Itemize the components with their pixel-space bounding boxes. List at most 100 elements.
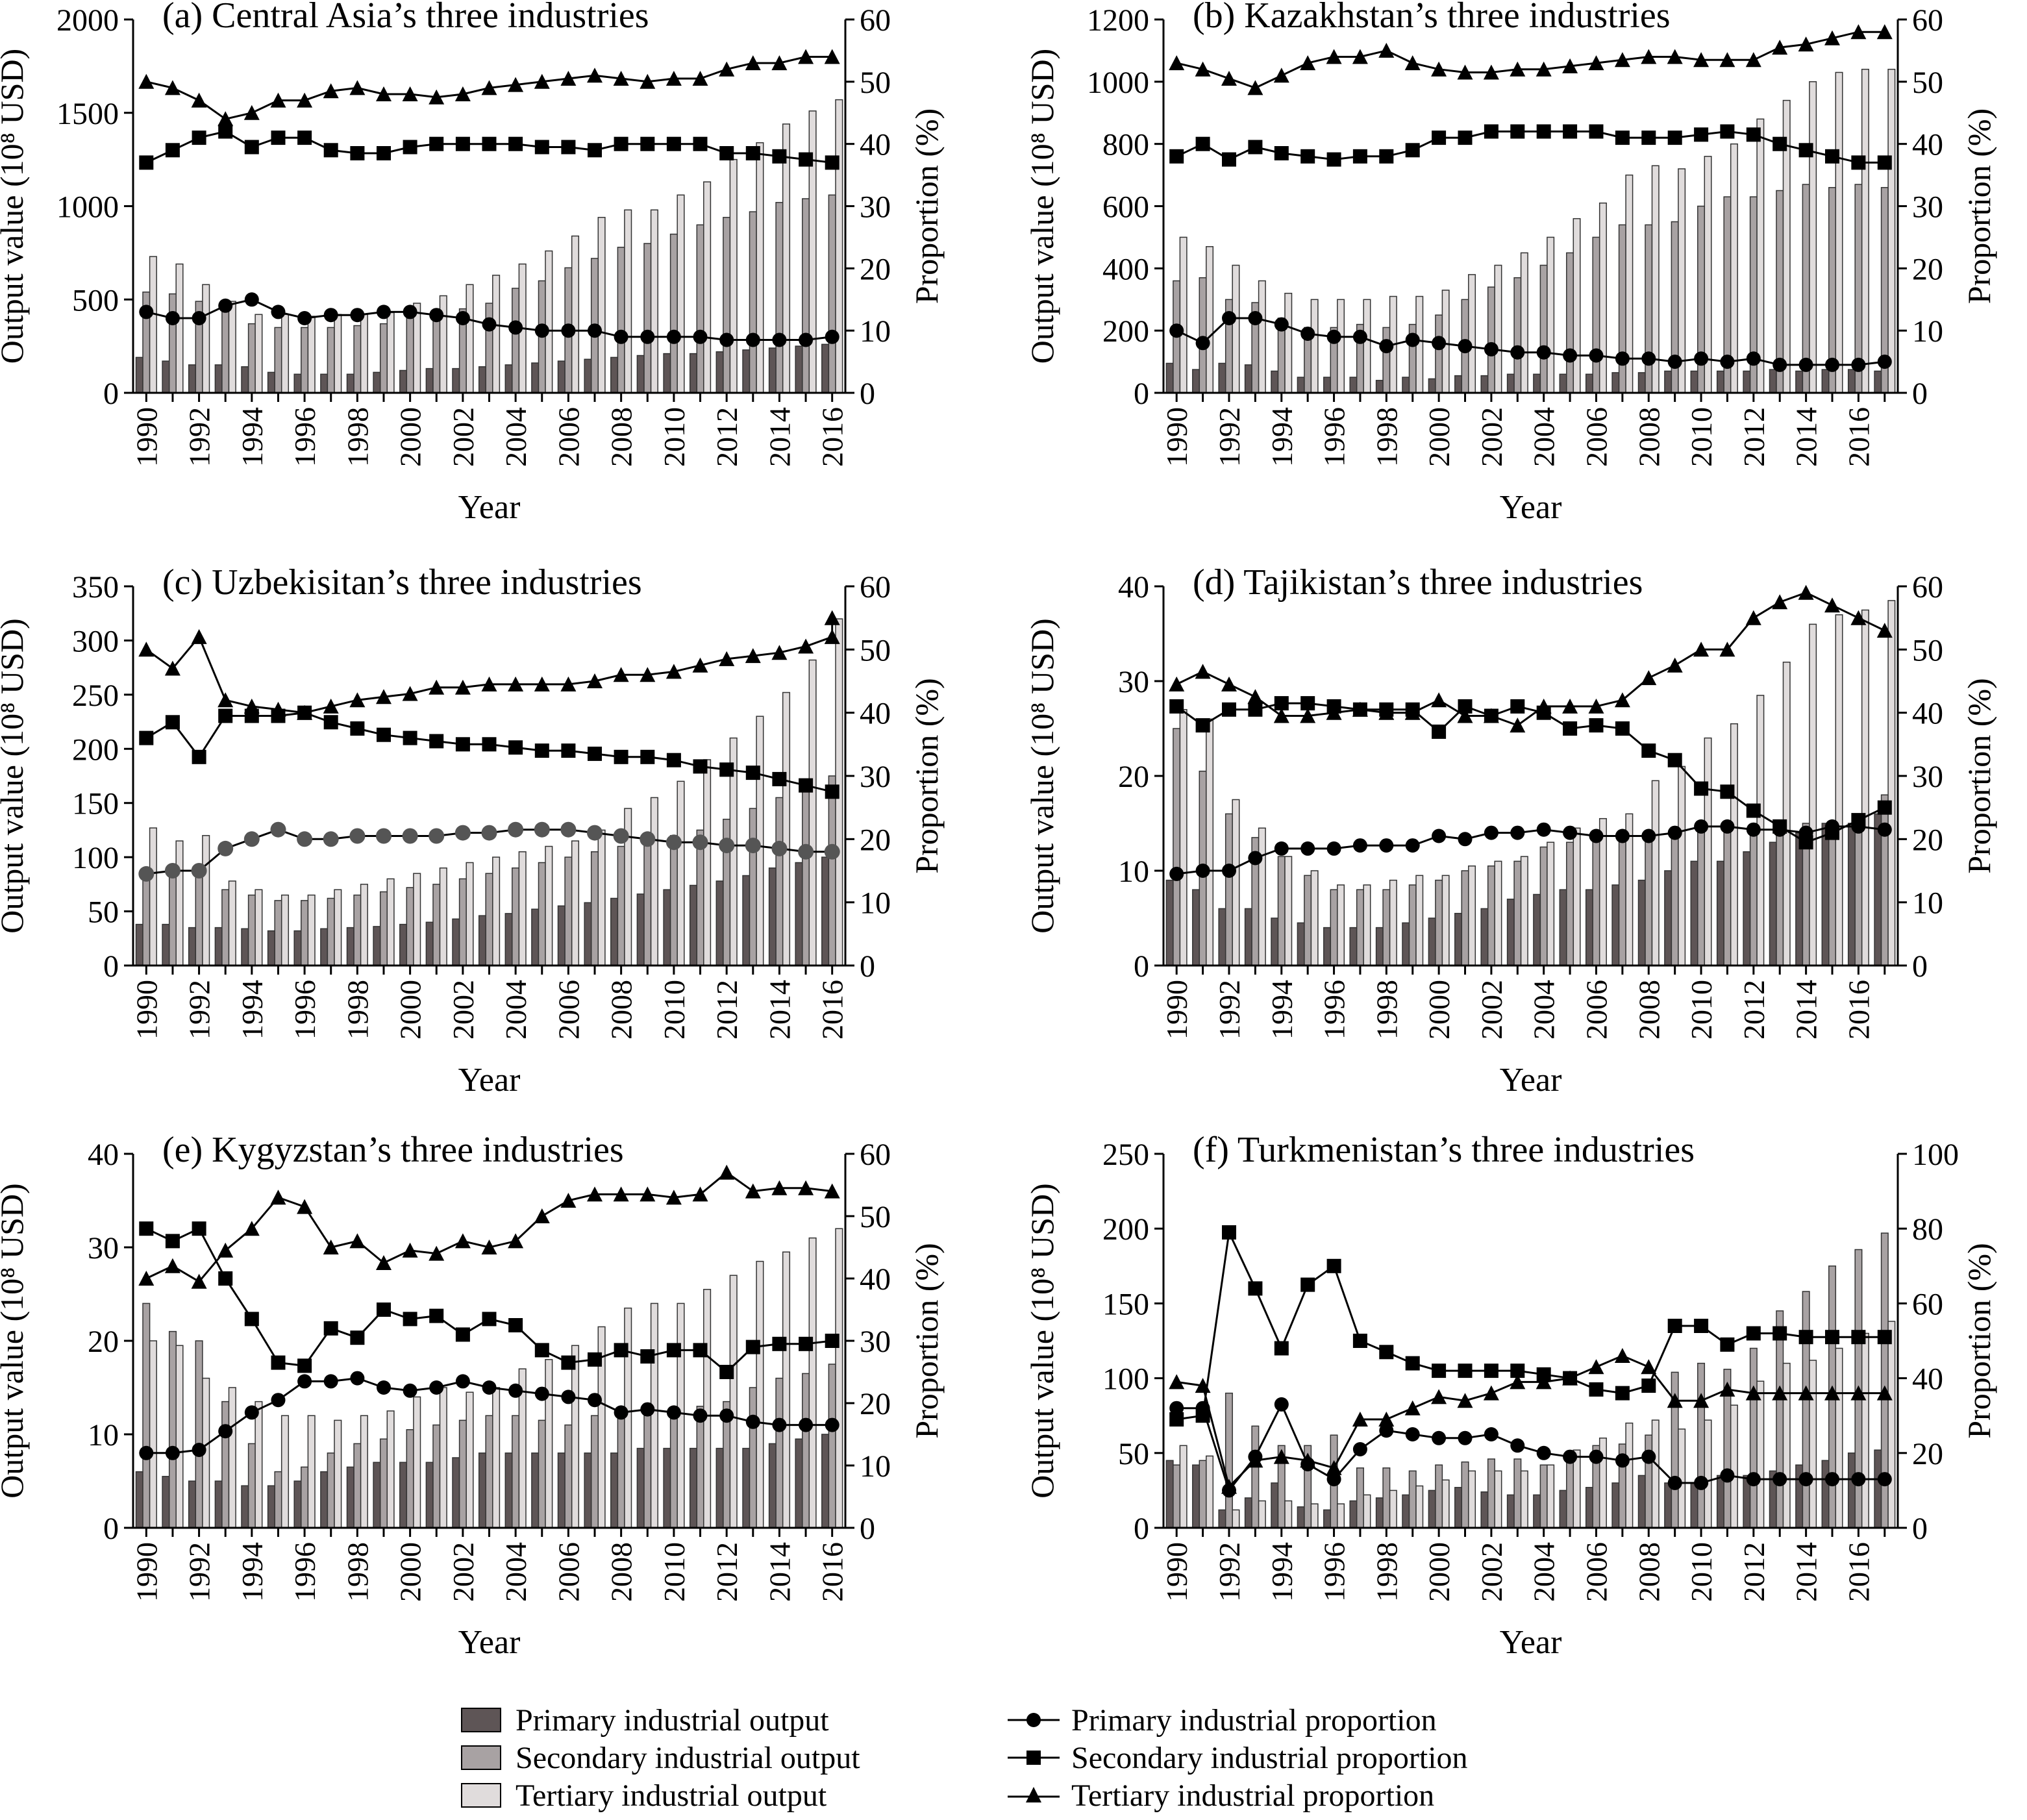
marker-primary-1995 [1300,327,1315,341]
bar-tertiary-2004 [1547,1464,1555,1528]
marker-tertiary-1994 [1273,708,1289,723]
marker-primary-1997 [323,308,338,323]
chart-panel-2: 0 200 400 600 800 1000 1200 0 10 20 30 40 50 60 1990 19… [1024,0,1997,526]
marker-secondary-2006 [1589,1382,1604,1397]
marker-primary-2006 [1589,1449,1604,1464]
marker-secondary-2017 [1877,1330,1892,1345]
x-tick-label: 1990 [1160,407,1193,467]
bar-primary-2002 [452,918,460,966]
marker-tertiary-2017 [1876,1385,1893,1401]
marker-tertiary-2008 [613,1186,629,1202]
legend-triangle-marker-icon [1008,1787,1060,1802]
bar-primary-1999 [373,1462,381,1528]
marker-tertiary-1994 [243,1221,260,1236]
marker-tertiary-2008 [613,667,629,682]
marker-tertiary-1997 [323,83,339,99]
marker-tertiary-2013 [745,648,761,664]
bar-tertiary-2006 [571,1345,580,1528]
marker-tertiary-2000 [402,1242,418,1258]
bar-primary-2010 [1690,370,1698,393]
y-tick-label: 1000 [56,190,119,225]
y-axis-label: Output value (10⁸ USD) [0,49,30,364]
marker-primary-2009 [1667,1475,1682,1490]
bar-secondary-2012 [1749,1347,1758,1528]
marker-secondary-2011 [1720,1337,1735,1352]
bar-primary-2003 [478,1452,487,1528]
bar-secondary-2001 [432,884,441,966]
x-tick-label: 2004 [1528,980,1561,1040]
bar-primary-2012 [715,351,724,393]
marker-secondary-2012 [719,1365,734,1379]
marker-primary-2003 [482,1380,497,1395]
bar-tertiary-2010 [1704,1419,1712,1528]
marker-secondary-2011 [693,759,708,774]
marker-tertiary-1992 [191,1273,207,1289]
marker-primary-2016 [825,1417,839,1432]
marker-tertiary-2015 [798,638,814,654]
x-tick-label: 2000 [394,980,427,1040]
marker-secondary-2006 [1589,718,1604,733]
marker-tertiary-2005 [534,1208,550,1223]
marker-tertiary-end [824,610,840,625]
x-tick-label: 1996 [1318,980,1351,1040]
x-tick-label: 2004 [499,407,532,467]
y-tick-label: 30 [88,1231,119,1265]
y2-tick-label: 0 [1912,1512,1928,1546]
bar-tertiary-2013 [1782,1362,1791,1528]
y-tick-label: 0 [1134,949,1149,984]
marker-primary-2003 [481,825,497,841]
bar-tertiary-1991 [175,1345,184,1528]
bar-secondary-2005 [1566,252,1574,393]
bar-tertiary-1991 [1206,1455,1214,1528]
marker-secondary-2014 [1798,1330,1813,1345]
marker-primary-2002 [455,311,470,325]
bar-secondary-2000 [406,1429,414,1528]
y2-tick-label: 30 [1912,760,1943,794]
marker-tertiary-2012 [1745,1385,1761,1401]
bar-tertiary-2005 [545,1359,553,1528]
x-tick-label: 2012 [710,407,743,467]
marker-secondary-1999 [377,727,391,742]
bar-primary-2013 [742,349,751,393]
marker-secondary-2011 [1720,784,1735,799]
marker-tertiary-1990 [138,1271,155,1286]
marker-primary-2011 [1720,355,1735,369]
marker-tertiary-2014 [771,645,788,660]
bar-tertiary-2014 [1809,1360,1817,1528]
marker-tertiary-2011 [1719,52,1735,68]
marker-tertiary-1993 [1247,1452,1263,1468]
marker-secondary-2004 [508,740,523,755]
marker-secondary-2004 [1536,124,1551,139]
bar-primary-1997 [1349,927,1358,966]
marker-tertiary-1997 [1352,701,1368,717]
bar-secondary-2001 [1461,1461,1469,1528]
marker-secondary-2016 [1851,155,1866,170]
legend-item-primary-proportion: Primary industrial proportion [1006,1701,1468,1739]
marker-primary-1991 [165,311,180,325]
marker-tertiary-1997 [1352,49,1368,64]
marker-tertiary-1998 [1378,42,1395,58]
bar-primary-1999 [1402,1494,1410,1528]
marker-tertiary-1994 [243,105,260,120]
bar-primary-2005 [1559,889,1567,966]
marker-secondary-2004 [508,1318,523,1332]
bar-primary-2014 [1795,370,1804,393]
bar-tertiary-1995 [1310,870,1319,966]
y2-tick-label: 40 [1912,697,1943,731]
bar-primary-2004 [504,913,513,966]
bar-tertiary-2009 [1678,766,1686,966]
bar-primary-2005 [531,362,540,393]
bar-primary-1994 [1271,917,1279,966]
bar-primary-2000 [1428,1490,1436,1528]
x-tick-label: 2006 [1580,407,1613,467]
marker-secondary-2000 [1432,724,1447,739]
marker-primary-2007 [1615,351,1630,366]
marker-secondary-2002 [1484,124,1498,139]
bar-tertiary-2008 [1651,780,1660,966]
x-tick-label: 2002 [1475,1542,1508,1602]
marker-secondary-2008 [1641,131,1656,145]
marker-secondary-2010 [666,136,681,151]
marker-secondary-2007 [1615,1386,1630,1401]
bar-secondary-2002 [458,878,467,966]
bar-primary-2011 [1716,1475,1724,1528]
